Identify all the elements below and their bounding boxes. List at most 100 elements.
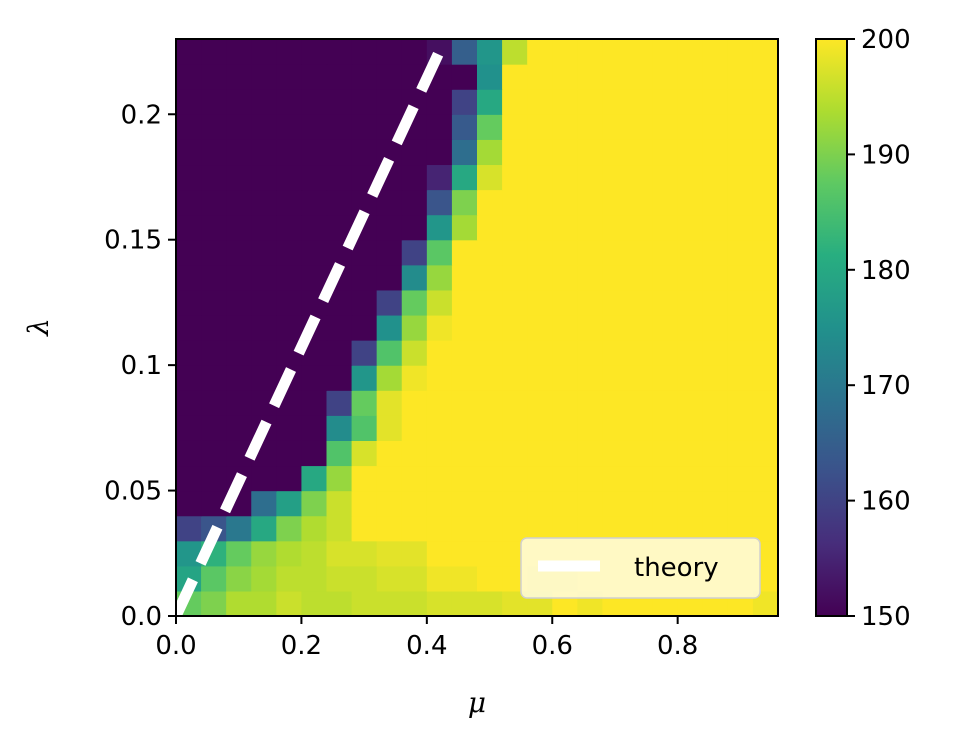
heatmap-cell (702, 114, 729, 140)
heatmap-cell (401, 515, 428, 542)
heatmap-cell (502, 440, 528, 467)
heatmap-cell (376, 465, 403, 492)
heatmap-cell (602, 490, 629, 517)
heatmap-cell (201, 214, 227, 241)
heatmap-cell (376, 540, 403, 567)
heatmap-cell (502, 239, 528, 266)
heatmap-cell (502, 89, 528, 115)
heatmap-cell (451, 440, 478, 467)
heatmap-cell (502, 114, 528, 140)
heatmap-cell (552, 64, 578, 90)
heatmap-cell (176, 139, 202, 166)
heatmap-cell (326, 540, 353, 567)
y-axis-ticks: 0.0 0.05 0.1 0.15 0.2 (104, 100, 176, 632)
x-tick-label: 0.8 (657, 631, 698, 661)
heatmap-cell (677, 515, 704, 542)
heatmap-cell (276, 214, 303, 241)
heatmap-cell (577, 340, 604, 366)
heatmap-cell (351, 490, 378, 517)
heatmap-cell (502, 139, 528, 166)
heatmap-cell (451, 214, 478, 241)
heatmap-cell (627, 239, 654, 266)
heatmap-cell (702, 164, 729, 191)
heatmap-cell (401, 565, 428, 592)
heatmap-cell (652, 289, 679, 316)
heatmap-cell (602, 465, 629, 492)
heatmap-cell (652, 139, 679, 166)
heatmap-cell (702, 289, 729, 316)
heatmap-cell (376, 189, 403, 216)
heatmap-cell (451, 314, 478, 341)
heatmap-cell (176, 340, 202, 366)
heatmap-cell (727, 490, 754, 517)
heatmap-cell (552, 490, 578, 517)
y-axis-label: λ (22, 318, 55, 337)
heatmap-cell (577, 390, 604, 416)
heatmap-cell (752, 214, 779, 241)
heatmap-cell (477, 365, 503, 391)
heatmap-cell (326, 490, 353, 517)
heatmap-cell (627, 340, 654, 366)
y-tick-label: 0.1 (121, 351, 162, 381)
heatmap-cell (502, 264, 528, 291)
heatmap-cell (276, 239, 303, 266)
heatmap-cell (727, 64, 754, 90)
heatmap-cell (477, 64, 503, 90)
heatmap-cell (752, 515, 779, 542)
heatmap-cell (677, 214, 704, 241)
heatmap-cell (702, 415, 729, 441)
heatmap-cell (351, 64, 378, 90)
heatmap-cell (577, 64, 604, 90)
legend-box (520, 537, 761, 599)
heatmap-cell (527, 264, 553, 291)
heatmap-cell (326, 189, 353, 216)
heatmap-cell (451, 415, 478, 441)
heatmap-cell (426, 490, 453, 517)
heatmap-cell (577, 415, 604, 441)
heatmap-cell (176, 39, 202, 65)
heatmap-cell (351, 440, 378, 467)
heatmap-cell (477, 465, 503, 492)
heatmap-cell (702, 189, 729, 216)
heatmap-cell (627, 314, 654, 341)
heatmap-cell (702, 239, 729, 266)
heatmap-cell (276, 415, 303, 441)
heatmap-cell (376, 64, 403, 90)
heatmap-cell (276, 164, 303, 191)
heatmap-cell (552, 39, 578, 65)
heatmap-cell (451, 289, 478, 316)
heatmap-cell (652, 39, 679, 65)
heatmap-cell (326, 465, 353, 492)
heatmap-cell (351, 114, 378, 140)
heatmap-cell (552, 189, 578, 216)
heatmap-cell (326, 590, 353, 617)
heatmap-cell (451, 39, 478, 65)
heatmap-cell (351, 565, 378, 592)
heatmap-cell (251, 139, 277, 166)
heatmap-cell (727, 340, 754, 366)
heatmap-cell (226, 64, 252, 90)
heatmap-cell (201, 89, 227, 115)
heatmap-cell (276, 540, 303, 567)
heatmap-cell (527, 214, 553, 241)
heatmap-cell (451, 164, 478, 191)
heatmap-cell (426, 365, 453, 391)
heatmap-cell (251, 365, 277, 391)
heatmap-cell (752, 164, 779, 191)
heatmap-cell (752, 365, 779, 391)
heatmap-cell (552, 139, 578, 166)
heatmap-cell (477, 89, 503, 115)
heatmap-cell (677, 89, 704, 115)
heatmap-cell (577, 289, 604, 316)
heatmap-cell (176, 89, 202, 115)
heatmap-cell (477, 540, 503, 567)
heatmap-cell (426, 340, 453, 366)
heatmap-cell (226, 314, 252, 341)
heatmap-cell (602, 415, 629, 441)
heatmap-cell (477, 264, 503, 291)
heatmap-cell (276, 590, 303, 617)
heatmap-cell (226, 264, 252, 291)
heatmap-cell (401, 39, 428, 65)
heatmap-cell (326, 365, 353, 391)
